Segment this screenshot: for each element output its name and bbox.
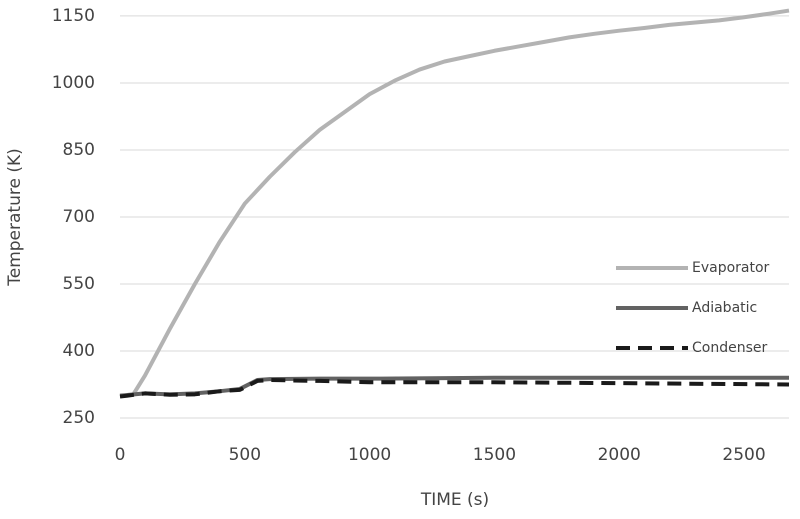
x-tick-label: 1500: [473, 445, 516, 465]
legend-label: Evaporator: [692, 260, 770, 276]
y-tick-label: 1150: [52, 6, 95, 26]
y-tick-label: 1000: [52, 73, 95, 93]
x-tick-label: 2000: [598, 445, 641, 465]
x-tick-label: 500: [229, 445, 261, 465]
y-tick-label: 250: [63, 408, 95, 428]
x-tick-label: 1000: [348, 445, 391, 465]
x-tick-label: 0: [115, 445, 126, 465]
legend-label: Adiabatic: [692, 300, 757, 316]
y-tick-label: 550: [63, 274, 95, 294]
x-axis-title: TIME (s): [420, 490, 489, 510]
series-line: [119, 378, 790, 399]
y-axis-title: Temperature (K): [5, 148, 25, 287]
x-tick-label: 2500: [722, 445, 765, 465]
series-line: [130, 8, 790, 397]
y-tick-label: 700: [63, 207, 95, 227]
y-tick-label: 850: [63, 140, 95, 160]
legend-label: Condenser: [692, 340, 767, 356]
y-tick-label: 400: [63, 341, 95, 361]
